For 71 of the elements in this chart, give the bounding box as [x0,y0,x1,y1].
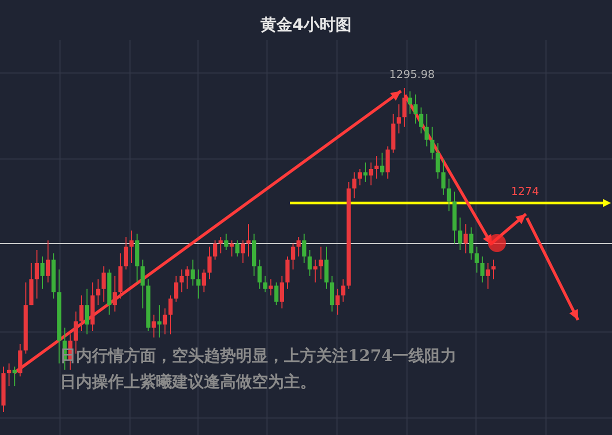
candlestick [84,288,90,335]
candlestick [436,142,440,180]
candlestick [308,250,312,276]
candlestick [386,146,390,180]
candlestick [168,294,173,335]
candlestick [190,259,195,286]
annotation: 日内行情方面，空头趋势明显，上方关注1274一线阻力 [60,346,457,365]
candlestick [140,259,145,309]
candlestick [230,240,234,257]
candlestick [258,259,262,290]
candlestick [419,106,424,134]
candlestick [330,275,334,312]
candlestick [162,308,168,335]
candlestick [446,178,452,212]
candlestick [368,162,374,186]
candlestick [424,113,429,147]
candlestick [296,236,301,257]
candlestick [196,268,200,300]
candlestick [185,266,190,290]
candlestick [408,90,412,114]
candlestick [96,278,100,306]
candlestick [430,126,434,160]
candlestick [302,233,306,264]
candlestick [280,275,284,309]
candlestick [486,262,490,290]
candlestick [18,343,22,377]
candlestick [336,288,340,316]
candlestick [40,256,45,290]
candlestick [79,294,84,332]
candlestick [458,217,462,250]
candlestick [152,314,156,338]
candlestick [491,259,496,280]
candlestick [413,94,418,124]
candlestick [235,240,240,257]
candlestick [402,88,407,128]
candlestick [469,226,474,260]
candlestick [240,240,246,264]
candlestick [480,256,484,283]
candlestick [318,246,323,280]
candlestick [129,230,134,264]
candlestick [213,240,218,260]
candlestick [112,275,117,312]
text: 1274 [511,185,539,198]
candlestick [46,240,50,283]
chart-title: 黄金4小时图 [259,15,352,34]
candlestick [102,266,106,302]
candlestick [285,256,290,290]
candlestick [358,168,362,186]
candlestick [290,243,296,270]
candlestick [180,268,184,293]
candlestick [202,268,206,293]
candlestick [268,278,273,296]
candlestick [74,311,78,354]
candlestick [313,259,318,283]
candlestick [474,246,479,274]
candlestick [324,246,329,290]
annotation: 1295.98 [389,68,435,81]
candlestick [274,282,278,306]
candlestick [464,224,468,254]
candlestick [363,162,368,182]
candlestick [352,172,356,199]
candlestick [341,278,346,302]
candlestick [174,275,178,302]
candlestick [207,246,212,280]
candlestick [34,250,39,300]
candlestick [441,158,446,196]
candlestick [396,104,401,134]
candlestick [224,233,228,250]
annotation: 日内操作上紫曦建议逢高做空为主。 [60,372,316,391]
candlestick [263,275,268,293]
candlestick [124,236,128,270]
